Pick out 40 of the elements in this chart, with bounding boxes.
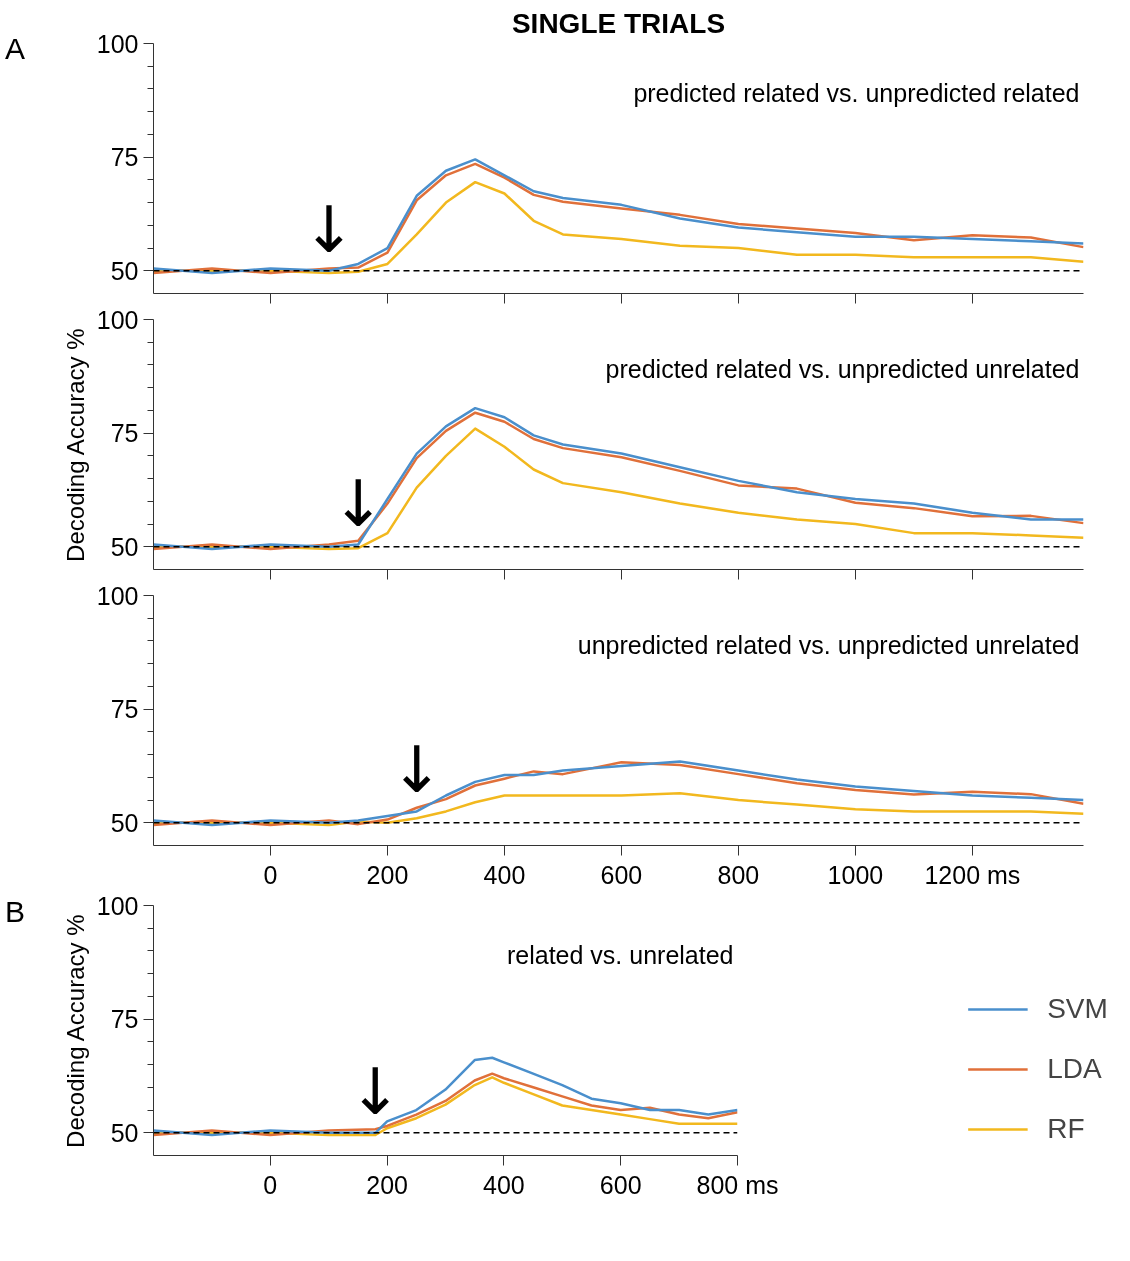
y-tick-label: 100	[96, 891, 139, 920]
x-tick-label: 400	[483, 1170, 525, 1199]
x-tick-label: 800	[717, 860, 760, 889]
x-tick-label: 200	[366, 1170, 408, 1199]
y-tick-label: 75	[110, 143, 139, 172]
legend-label: RF	[1047, 1113, 1085, 1145]
legend-label: LDA	[1047, 1053, 1102, 1085]
text: A	[5, 31, 26, 67]
x-tick-label: 600	[599, 1170, 642, 1199]
y-axis-title: Decoding Accuracy %	[61, 328, 89, 562]
legend-label: SVM	[1047, 993, 1108, 1025]
y-tick-label: 100	[96, 305, 139, 334]
y-tick-label: 50	[110, 808, 139, 837]
y-tick-label: 75	[110, 419, 139, 448]
x-tick-label: 600	[600, 860, 643, 889]
text: B	[5, 894, 26, 930]
annotation: ↓	[389, 733, 444, 808]
text: predicted related vs. unpredicted unrelated	[605, 354, 1080, 383]
annotation: ↓	[348, 1054, 403, 1129]
text: unpredicted related vs. unpredicted unrelated	[577, 630, 1080, 659]
text: related vs. unrelated	[506, 940, 734, 969]
y-axis-title: Decoding Accuracy %	[61, 914, 89, 1148]
x-tick-label: 1200 ms	[924, 860, 1021, 889]
x-tick-label: 800 ms	[696, 1170, 779, 1199]
y-tick-label: 50	[110, 532, 139, 561]
y-tick-label: 100	[96, 581, 139, 610]
x-tick-label: 0	[263, 860, 278, 889]
x-tick-label: 1000	[827, 860, 884, 889]
chart-title: SINGLE TRIALS	[511, 7, 726, 39]
y-tick-label: 75	[110, 695, 139, 724]
x-tick-label: 0	[263, 1170, 278, 1199]
y-tick-label: 100	[96, 29, 139, 58]
annotation: ↓	[331, 466, 386, 541]
annotation: ↓	[302, 192, 356, 267]
y-tick-label: 50	[110, 1118, 139, 1147]
text: predicted related vs. unpredicted related	[633, 78, 1080, 107]
y-tick-label: 75	[110, 1005, 139, 1034]
x-tick-label: 400	[483, 860, 526, 889]
y-tick-label: 50	[110, 256, 139, 285]
x-tick-label: 200	[366, 860, 409, 889]
